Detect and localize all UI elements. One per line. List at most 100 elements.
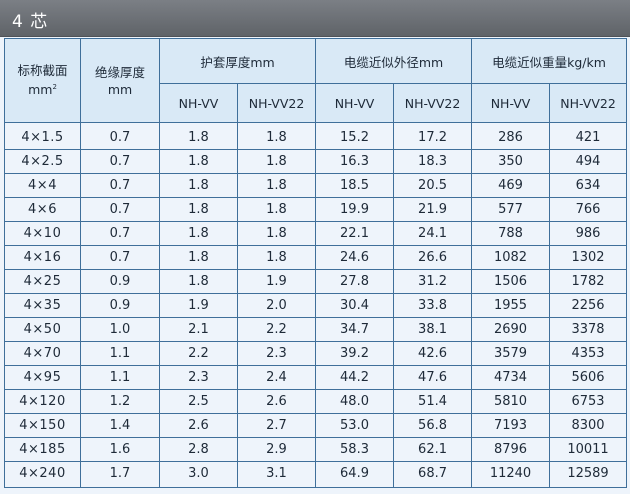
- cell-weight-vv: 2690: [471, 317, 551, 342]
- cell-section: 4×50: [4, 317, 81, 342]
- cell-weight-vv: 5810: [471, 389, 551, 414]
- cell-sheath-vv22: 2.4: [236, 365, 317, 390]
- cell-diameter-vv22: 24.1: [393, 221, 473, 246]
- cell-diameter-vv: 58.3: [315, 437, 395, 462]
- cell-sheath-vv22: 2.7: [236, 413, 317, 438]
- cell-diameter-vv22: 47.6: [393, 365, 473, 390]
- table-row: 4×16 0.7 1.8 1.8 24.6 26.6 1082 1302: [4, 245, 628, 270]
- cell-section: 4×120: [4, 389, 81, 414]
- cell-insulation: 0.9: [80, 293, 160, 318]
- cell-sheath-vv22: 1.8: [236, 197, 317, 222]
- cell-section: 4×25: [4, 269, 81, 294]
- header-weight: 电缆近似重量kg/km: [471, 38, 628, 84]
- cell-diameter-vv22: 33.8: [393, 293, 473, 318]
- table-row: 4×50 1.0 2.1 2.2 34.7 38.1 2690 3378: [4, 317, 628, 342]
- cell-insulation: 0.7: [80, 149, 160, 174]
- cell-diameter-vv: 18.5: [315, 173, 395, 198]
- cell-section: 4×4: [4, 173, 81, 198]
- subheader-diameter-vv: NH-VV: [315, 83, 395, 123]
- cell-diameter-vv: 39.2: [315, 341, 395, 366]
- cell-weight-vv: 577: [471, 197, 551, 222]
- cell-diameter-vv22: 21.9: [393, 197, 473, 222]
- cell-diameter-vv22: 51.4: [393, 389, 473, 414]
- cell-weight-vv22: 10011: [549, 437, 628, 462]
- table-row: 4×4 0.7 1.8 1.8 18.5 20.5 469 634: [4, 173, 628, 198]
- cell-weight-vv22: 1782: [549, 269, 628, 294]
- table-row: 4×10 0.7 1.8 1.8 22.1 24.1 788 986: [4, 221, 628, 246]
- cell-weight-vv22: 986: [549, 221, 628, 246]
- cell-diameter-vv22: 31.2: [393, 269, 473, 294]
- cell-insulation: 0.7: [80, 221, 160, 246]
- cell-diameter-vv22: 18.3: [393, 149, 473, 174]
- cell-sheath-vv: 2.8: [159, 437, 238, 462]
- cell-sheath-vv22: 2.6: [236, 389, 317, 414]
- cell-insulation: 1.7: [80, 461, 160, 488]
- cell-sheath-vv22: 2.9: [236, 437, 317, 462]
- cell-weight-vv: 7193: [471, 413, 551, 438]
- cell-sheath-vv22: 2.2: [236, 317, 317, 342]
- cell-diameter-vv22: 68.7: [393, 461, 473, 488]
- cell-weight-vv: 286: [471, 122, 551, 150]
- subheader-sheath-vv22: NH-VV22: [236, 83, 317, 123]
- cell-sheath-vv22: 1.8: [236, 122, 317, 150]
- cell-section: 4×35: [4, 293, 81, 318]
- cell-insulation: 1.1: [80, 365, 160, 390]
- cell-diameter-vv: 44.2: [315, 365, 395, 390]
- header-sheath: 护套厚度mm: [158, 38, 317, 84]
- cell-sheath-vv: 2.3: [159, 365, 238, 390]
- subheader-sheath-vv: NH-VV: [159, 83, 238, 123]
- cell-insulation: 0.7: [80, 245, 160, 270]
- subheader-diameter-vv22: NH-VV22: [393, 83, 473, 123]
- cell-diameter-vv: 27.8: [315, 269, 395, 294]
- cell-section: 4×16: [4, 245, 81, 270]
- cell-sheath-vv: 1.8: [159, 173, 238, 198]
- table-row: 4×2.5 0.7 1.8 1.8 16.3 18.3 350 494: [4, 149, 628, 174]
- page-title: 4 芯: [12, 12, 49, 32]
- cell-weight-vv: 11240: [471, 461, 551, 488]
- cell-weight-vv22: 766: [549, 197, 628, 222]
- table-row: 4×120 1.2 2.5 2.6 48.0 51.4 5810 6753: [4, 389, 628, 414]
- cell-weight-vv22: 1302: [549, 245, 628, 270]
- cell-weight-vv22: 634: [549, 173, 628, 198]
- cell-sheath-vv: 2.1: [159, 317, 238, 342]
- cell-sheath-vv22: 1.9: [236, 269, 317, 294]
- table-row: 4×1.5 0.7 1.8 1.8 15.2 17.2 286 421: [4, 122, 628, 150]
- cell-sheath-vv: 2.2: [159, 341, 238, 366]
- cell-diameter-vv: 19.9: [315, 197, 395, 222]
- cell-insulation: 0.7: [80, 197, 160, 222]
- cell-weight-vv22: 6753: [549, 389, 628, 414]
- cell-insulation: 1.4: [80, 413, 160, 438]
- table-row: 4×70 1.1 2.2 2.3 39.2 42.6 3579 4353: [4, 341, 628, 366]
- cell-diameter-vv22: 62.1: [393, 437, 473, 462]
- cell-insulation: 1.0: [80, 317, 160, 342]
- cell-sheath-vv22: 1.8: [236, 221, 317, 246]
- cell-sheath-vv: 1.8: [159, 221, 238, 246]
- cell-diameter-vv22: 56.8: [393, 413, 473, 438]
- subheader-weight-vv: NH-VV: [471, 83, 551, 123]
- cell-weight-vv: 469: [471, 173, 551, 198]
- cell-diameter-vv: 53.0: [315, 413, 395, 438]
- cell-diameter-vv22: 38.1: [393, 317, 473, 342]
- cell-insulation: 0.7: [80, 173, 160, 198]
- cell-weight-vv: 788: [471, 221, 551, 246]
- cell-sheath-vv: 1.8: [159, 269, 238, 294]
- cell-sheath-vv: 1.8: [159, 197, 238, 222]
- cell-weight-vv: 1506: [471, 269, 551, 294]
- cell-section: 4×150: [4, 413, 81, 438]
- cell-weight-vv22: 3378: [549, 317, 628, 342]
- cell-diameter-vv: 30.4: [315, 293, 395, 318]
- cell-weight-vv22: 4353: [549, 341, 628, 366]
- cell-sheath-vv: 2.5: [159, 389, 238, 414]
- header-row-1: 标称截面 mm2 绝缘厚度 mm 护套厚度mm 电缆近似外径mm 电缆近似重量kg/…: [4, 38, 628, 123]
- cell-sheath-vv22: 1.8: [236, 173, 317, 198]
- cell-sheath-vv: 1.8: [159, 245, 238, 270]
- header-section: 标称截面 mm2: [4, 38, 81, 123]
- cable-spec-table: 标称截面 mm2 绝缘厚度 mm 护套厚度mm 电缆近似外径mm 电缆近似重量kg/…: [4, 38, 628, 488]
- cell-section: 4×6: [4, 197, 81, 222]
- cell-sheath-vv: 1.8: [159, 149, 238, 174]
- cell-diameter-vv: 16.3: [315, 149, 395, 174]
- cell-weight-vv22: 421: [549, 122, 628, 150]
- cell-weight-vv22: 2256: [549, 293, 628, 318]
- table-row: 4×185 1.6 2.8 2.9 58.3 62.1 8796 10011: [4, 437, 628, 462]
- cell-weight-vv22: 5606: [549, 365, 628, 390]
